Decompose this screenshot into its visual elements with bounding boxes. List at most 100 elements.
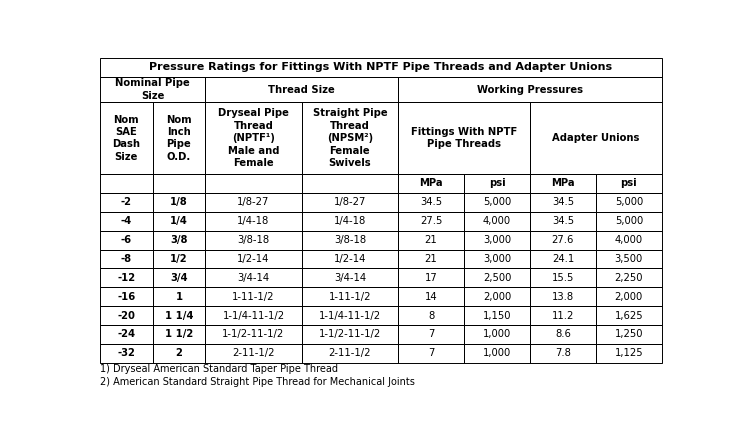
Bar xyxy=(596,325,662,344)
Bar xyxy=(302,268,398,287)
Text: 1,000: 1,000 xyxy=(483,330,511,340)
Text: 27.6: 27.6 xyxy=(552,235,574,245)
Bar xyxy=(100,193,152,212)
Text: 3/8-18: 3/8-18 xyxy=(238,235,270,245)
Text: 1/2-14: 1/2-14 xyxy=(334,254,366,264)
Text: 5,000: 5,000 xyxy=(614,197,643,207)
Bar xyxy=(152,212,205,231)
Text: 2,000: 2,000 xyxy=(483,292,511,302)
Text: psi: psi xyxy=(489,179,505,188)
Text: 13.8: 13.8 xyxy=(552,292,574,302)
Bar xyxy=(596,193,662,212)
Bar xyxy=(100,344,152,363)
Text: 1) Dryseal American Standard Taper Pipe Thread: 1) Dryseal American Standard Taper Pipe … xyxy=(100,364,338,374)
Bar xyxy=(398,77,662,102)
Text: 17: 17 xyxy=(425,273,438,283)
Bar xyxy=(152,287,205,306)
Bar xyxy=(530,249,596,268)
Bar xyxy=(398,212,464,231)
Text: 5,000: 5,000 xyxy=(614,216,643,226)
Bar xyxy=(398,306,464,325)
Text: 1/4: 1/4 xyxy=(170,216,188,226)
Bar xyxy=(205,174,302,193)
Text: -4: -4 xyxy=(120,216,132,226)
Bar xyxy=(530,193,596,212)
Bar xyxy=(464,212,530,231)
Text: 1 1/4: 1 1/4 xyxy=(165,311,193,321)
Bar xyxy=(302,102,398,174)
Text: 8.6: 8.6 xyxy=(555,330,571,340)
Text: -6: -6 xyxy=(120,235,132,245)
Text: 21: 21 xyxy=(425,254,438,264)
Bar xyxy=(152,231,205,249)
Text: 3,000: 3,000 xyxy=(483,254,511,264)
Bar xyxy=(398,344,464,363)
Text: Pressure Ratings for Fittings With NPTF Pipe Threads and Adapter Unions: Pressure Ratings for Fittings With NPTF … xyxy=(149,62,612,72)
Bar xyxy=(100,212,152,231)
Bar xyxy=(100,102,152,174)
Bar xyxy=(398,193,464,212)
Bar xyxy=(152,306,205,325)
Bar xyxy=(152,193,205,212)
Bar xyxy=(596,231,662,249)
Bar xyxy=(302,287,398,306)
Bar xyxy=(100,268,152,287)
Text: -16: -16 xyxy=(117,292,135,302)
Text: 7.8: 7.8 xyxy=(555,348,571,358)
Text: Thread Size: Thread Size xyxy=(268,84,335,95)
Bar xyxy=(100,231,152,249)
Bar xyxy=(100,287,152,306)
Text: 8: 8 xyxy=(428,311,434,321)
Text: 2,500: 2,500 xyxy=(483,273,511,283)
Bar xyxy=(205,306,302,325)
Text: 1-11-1/2: 1-11-1/2 xyxy=(328,292,371,302)
Bar xyxy=(152,268,205,287)
Text: 3,500: 3,500 xyxy=(614,254,643,264)
Bar xyxy=(464,174,530,193)
Bar xyxy=(152,102,205,174)
Bar xyxy=(205,102,302,174)
Bar xyxy=(100,174,152,193)
Bar xyxy=(530,174,596,193)
Bar xyxy=(530,268,596,287)
Text: 7: 7 xyxy=(428,348,434,358)
Text: Adapter Unions: Adapter Unions xyxy=(552,133,640,143)
Text: -20: -20 xyxy=(117,311,135,321)
Text: 1,250: 1,250 xyxy=(614,330,643,340)
Bar xyxy=(302,174,398,193)
Text: Dryseal Pipe
Thread
(NPTF¹)
Male and
Female: Dryseal Pipe Thread (NPTF¹) Male and Fem… xyxy=(218,108,289,168)
Text: -32: -32 xyxy=(117,348,135,358)
Text: 2) American Standard Straight Pipe Thread for Mechanical Joints: 2) American Standard Straight Pipe Threa… xyxy=(100,378,415,387)
Bar xyxy=(302,249,398,268)
Text: MPa: MPa xyxy=(551,179,574,188)
Text: Working Pressures: Working Pressures xyxy=(477,84,583,95)
Text: 7: 7 xyxy=(428,330,434,340)
Text: 1-11-1/2: 1-11-1/2 xyxy=(233,292,275,302)
Text: Nom
SAE
Dash
Size: Nom SAE Dash Size xyxy=(112,114,140,162)
Bar xyxy=(205,344,302,363)
Bar xyxy=(205,231,302,249)
Bar xyxy=(596,212,662,231)
Bar xyxy=(398,174,464,193)
Bar xyxy=(205,325,302,344)
Bar xyxy=(100,58,662,77)
Bar xyxy=(596,287,662,306)
Text: 1,125: 1,125 xyxy=(614,348,643,358)
Bar xyxy=(152,249,205,268)
Bar xyxy=(596,249,662,268)
Text: Straight Pipe
Thread
(NPSM²)
Female
Swivels: Straight Pipe Thread (NPSM²) Female Swiv… xyxy=(313,108,387,168)
Text: 1/4-18: 1/4-18 xyxy=(334,216,366,226)
Bar xyxy=(100,249,152,268)
Bar xyxy=(205,193,302,212)
Bar xyxy=(398,249,464,268)
Text: 1,000: 1,000 xyxy=(483,348,511,358)
Text: 34.5: 34.5 xyxy=(552,197,574,207)
Bar xyxy=(302,306,398,325)
Text: 2: 2 xyxy=(175,348,182,358)
Text: 3/8-18: 3/8-18 xyxy=(334,235,366,245)
Text: 2,250: 2,250 xyxy=(614,273,643,283)
Bar xyxy=(530,306,596,325)
Text: Nom
Inch
Pipe
O.D.: Nom Inch Pipe O.D. xyxy=(166,114,192,162)
Text: 1-1/4-11-1/2: 1-1/4-11-1/2 xyxy=(222,311,285,321)
Text: 3,000: 3,000 xyxy=(483,235,511,245)
